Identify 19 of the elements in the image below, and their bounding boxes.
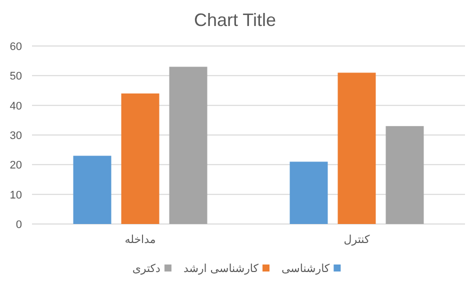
x-tick-label: مداخله: [124, 233, 156, 246]
y-tick-label: 40: [10, 100, 22, 112]
legend-label: کارشناسی ارشد: [183, 262, 260, 275]
y-tick-label: 0: [16, 219, 22, 231]
y-tick-label: 50: [10, 70, 22, 83]
legend-label: دکتری: [132, 262, 161, 275]
bar: [338, 72, 376, 224]
y-tick-label: 30: [10, 130, 22, 142]
y-tick-label: 20: [10, 160, 22, 172]
x-tick-label: کنترل: [344, 233, 370, 246]
bar: [169, 66, 208, 224]
y-tick-label: 10: [10, 189, 22, 202]
chart-title: Chart Title: [194, 10, 276, 30]
bar: [121, 93, 160, 224]
y-tick-label: 60: [10, 41, 22, 53]
bar: [386, 126, 424, 224]
bar: [73, 156, 112, 224]
legend-label: کارشناسی: [281, 262, 330, 275]
bar: [290, 162, 328, 224]
